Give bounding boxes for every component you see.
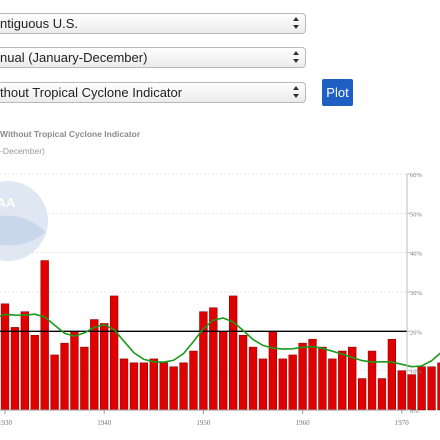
bar (169, 366, 178, 411)
select-arrows-icon (293, 51, 299, 64)
y-tick-label: 40% (410, 251, 423, 258)
x-tick-label: 1970 (395, 419, 410, 427)
indicator-select[interactable]: thout Tropical Cyclone Indicator (0, 82, 306, 103)
bar (90, 319, 99, 411)
bar (149, 358, 158, 411)
bar (10, 327, 20, 411)
region-select[interactable]: ntiguous U.S. (0, 13, 306, 34)
bar (338, 350, 347, 411)
bar (100, 323, 109, 411)
bar (238, 335, 248, 411)
bar (268, 331, 277, 411)
y-tick-label: 60% (410, 172, 423, 179)
bar-chart: ΛΑΑ 0% 10% 20% 30% 40% 50% 60% 1930 1940 1950 1960… (0, 172, 440, 427)
bar (407, 374, 416, 411)
x-tick-label: 1960 (296, 419, 311, 427)
bar (139, 362, 149, 411)
bar (0, 303, 10, 411)
bar (119, 358, 129, 411)
bar (258, 358, 268, 411)
bar (328, 358, 337, 411)
bar (377, 378, 387, 411)
bar (60, 342, 69, 411)
bar (20, 311, 29, 411)
bar (159, 362, 168, 411)
indicator-select-value: thout Tropical Cyclone Indicator (0, 85, 183, 100)
bar (129, 362, 139, 411)
bar (367, 350, 377, 411)
bar (298, 342, 307, 411)
bar (30, 335, 39, 411)
bar (427, 366, 436, 411)
bar (437, 362, 440, 411)
bar (70, 331, 79, 411)
bar (387, 338, 397, 411)
region-select-value: ntiguous U.S. (0, 16, 79, 31)
period-select[interactable]: nual (January-December) (0, 47, 306, 68)
bar (308, 338, 317, 411)
bar (288, 354, 297, 411)
y-tick-label: 0% (410, 408, 419, 415)
bar (357, 378, 367, 411)
plot-button[interactable]: Plot (322, 79, 353, 106)
chart-title: Without Tropical Cyclone Indicator (0, 129, 141, 139)
select-arrows-icon (293, 17, 299, 30)
chart-subtitle: -December) (0, 146, 45, 156)
logo-wave (0, 215, 46, 246)
y-tick-label: 20% (410, 329, 423, 336)
bar (40, 260, 49, 411)
bar (318, 346, 327, 411)
x-tick-label: 1940 (97, 419, 112, 427)
logo-text: ΛΑΑ (0, 195, 16, 210)
bar (248, 346, 258, 411)
bar (109, 295, 119, 411)
bar (278, 358, 287, 411)
bar (229, 295, 238, 411)
bar (179, 362, 188, 411)
bar (50, 354, 59, 411)
select-arrows-icon (293, 86, 299, 99)
bar (80, 346, 89, 411)
smoothed-line (0, 313, 440, 368)
y-tick-label: 30% (410, 290, 423, 297)
x-tick-label: 1930 (0, 419, 13, 427)
bar (189, 350, 198, 411)
x-tick-label: 1950 (196, 419, 211, 427)
bar (397, 370, 406, 411)
y-tick-label: 10% (410, 369, 423, 376)
bar (219, 331, 228, 411)
period-select-value: nual (January-December) (0, 50, 148, 65)
noaa-logo: ΛΑΑ (0, 181, 48, 261)
y-tick-label: 50% (410, 211, 423, 218)
